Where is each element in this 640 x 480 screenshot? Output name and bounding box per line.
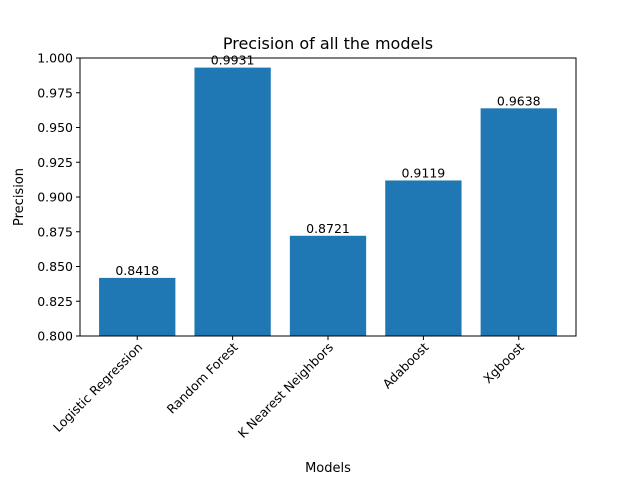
y-tick-label-7: 0.950 <box>37 120 73 135</box>
bars-layer <box>99 67 557 337</box>
data-label-1: 0.8418 <box>115 263 159 278</box>
bar-4 <box>385 180 462 336</box>
y-axis-label: Precision <box>12 168 27 226</box>
x-tick-label-3: K Nearest Neighbors <box>235 340 336 441</box>
y-tick-label-3: 0.850 <box>37 259 73 274</box>
x-tick-label-5: Xgboost <box>480 339 527 386</box>
y-tick-label-6: 0.925 <box>37 155 73 170</box>
chart-title: Precision of all the models <box>223 34 433 53</box>
y-tick-label-9: 1.000 <box>37 51 73 66</box>
data-label-3: 0.8721 <box>306 221 350 236</box>
bar-5 <box>480 108 557 337</box>
x-tick-label-2: Random Forest <box>164 339 241 416</box>
bar-2 <box>194 67 271 336</box>
data-label-2: 0.9931 <box>211 53 255 68</box>
y-tick-label-5: 0.900 <box>37 190 73 205</box>
plot-frame <box>79 57 577 337</box>
x-axis-label: Models <box>305 461 351 476</box>
y-tick-label-8: 0.975 <box>37 85 73 100</box>
y-tick-label-2: 0.825 <box>37 294 73 309</box>
y-tick-label-1: 0.800 <box>37 329 73 344</box>
bar-1 <box>99 277 176 336</box>
data-label-4: 0.9119 <box>402 165 446 180</box>
data-label-5: 0.9638 <box>497 93 541 108</box>
data-labels-layer: 0.8418 0.9931 0.8721 0.9119 0.9638 <box>115 53 540 278</box>
x-tick-label-1: Logistic Regression <box>50 340 145 435</box>
y-tick-label-4: 0.875 <box>37 224 73 239</box>
bar-3 <box>289 235 367 336</box>
x-tick-label-4: Adaboost <box>379 339 431 391</box>
